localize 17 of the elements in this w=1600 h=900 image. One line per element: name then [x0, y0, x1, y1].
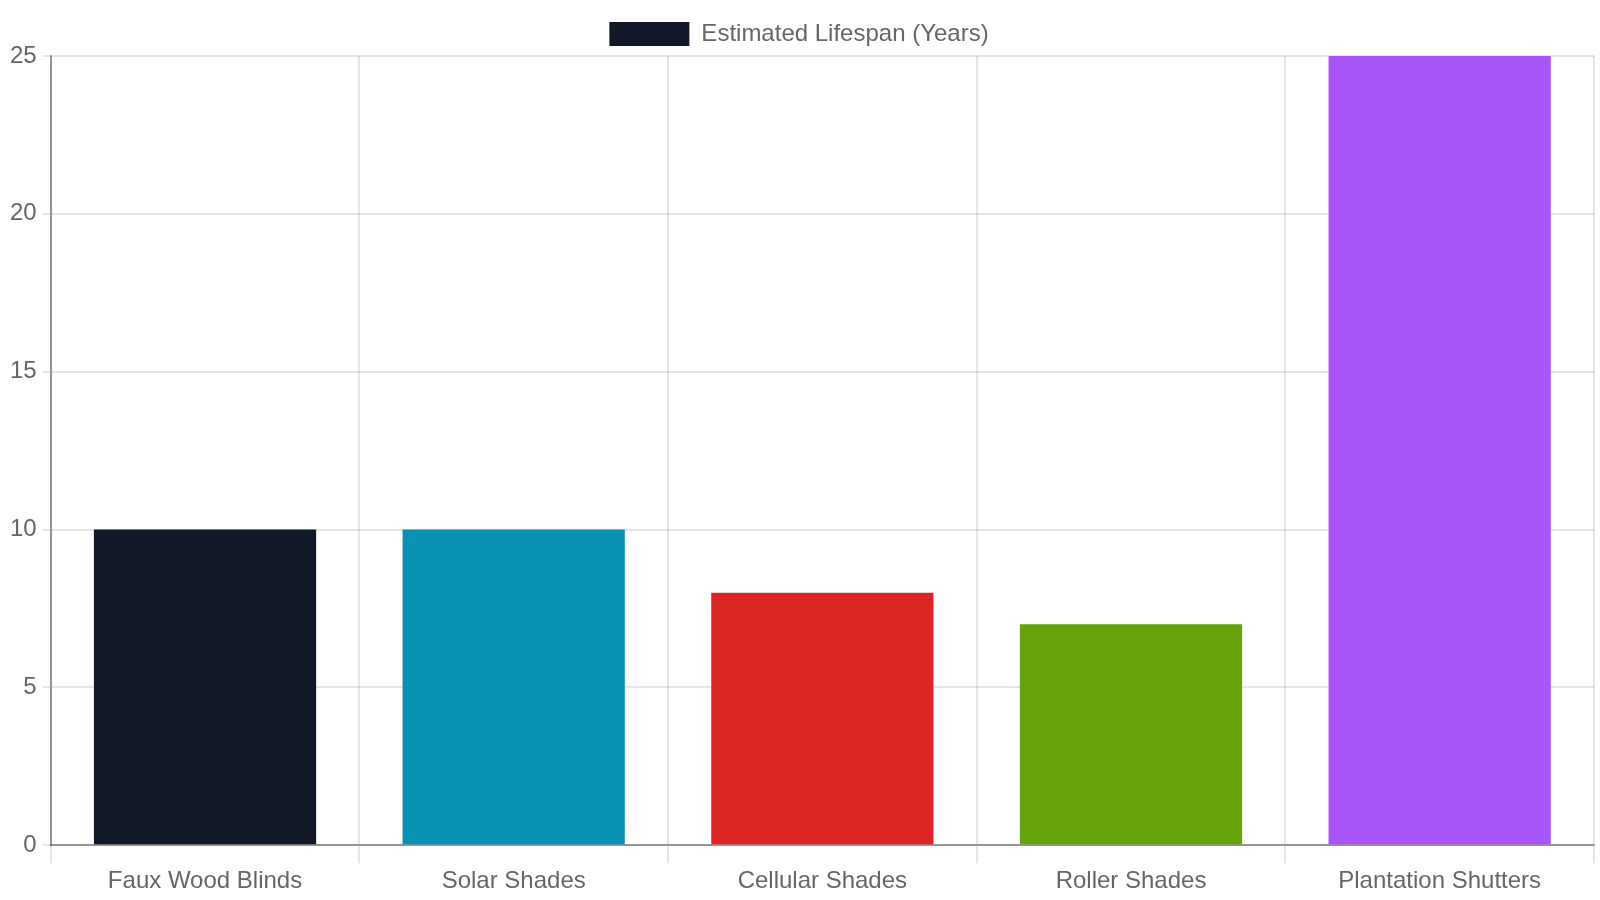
- legend-label: Estimated Lifespan (Years): [701, 18, 989, 46]
- y-tick-label: 20: [9, 198, 37, 226]
- x-tick-label: Faux Wood Blinds: [107, 866, 303, 894]
- x-tick-label: Solar Shades: [441, 866, 586, 894]
- x-tick-label: Plantation Shutters: [1338, 866, 1542, 894]
- y-tick-label: 0: [23, 829, 37, 857]
- bar: [711, 592, 934, 845]
- y-tick-label: 15: [9, 356, 37, 384]
- x-tick-label: Cellular Shades: [737, 866, 908, 894]
- y-tick-label: 10: [9, 514, 37, 542]
- bar: [1328, 56, 1551, 845]
- bar: [402, 529, 625, 845]
- y-tick-label: 25: [9, 40, 37, 68]
- y-tick-label: 5: [23, 671, 37, 699]
- bar: [1019, 624, 1243, 845]
- x-tick-label: Roller Shades: [1055, 866, 1207, 894]
- bar: [93, 529, 317, 845]
